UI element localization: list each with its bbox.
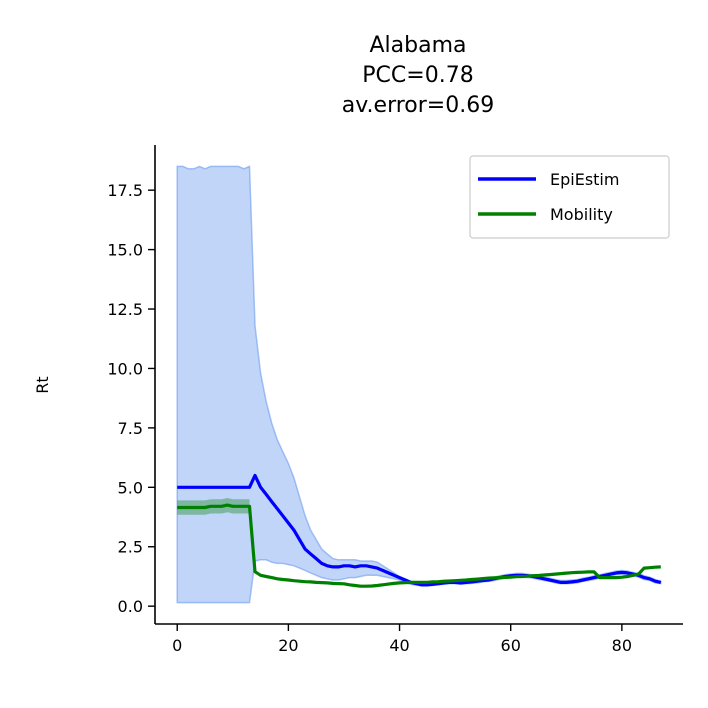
chart-title: Alabama PCC=0.78 av.error=0.69 xyxy=(342,33,494,118)
legend: EpiEstim Mobility xyxy=(469,155,670,239)
y-tick-label: 10.0 xyxy=(107,359,143,378)
x-tick-label: 60 xyxy=(501,636,521,655)
y-tick-label: 5.0 xyxy=(118,478,143,497)
plot-area xyxy=(176,165,662,604)
y-tick-label: 15.0 xyxy=(107,241,143,260)
series-line-epiestim xyxy=(177,473,662,587)
y-tick-label: 17.5 xyxy=(107,181,143,200)
x-tick-label: 0 xyxy=(172,636,182,655)
epiestim-confidence-band xyxy=(176,165,662,604)
axes: 0 20 40 60 80 0.0 2.5 5.0 7.5 10.0 12.5 15.0 17.5 xyxy=(107,145,683,655)
y-tick-label: 2.5 xyxy=(118,538,143,557)
y-axis-label: Rt xyxy=(33,376,52,393)
x-tick-label: 20 xyxy=(278,636,298,655)
y-tick-label: 12.5 xyxy=(107,300,143,319)
x-tick-label: 40 xyxy=(389,636,409,655)
legend-label-epiestim: EpiEstim xyxy=(550,170,619,189)
chart-title-line-2: PCC=0.78 xyxy=(362,63,473,88)
chart-title-line-1: Alabama xyxy=(369,33,466,58)
legend-frame xyxy=(469,155,670,239)
legend-label-mobility: Mobility xyxy=(550,205,613,224)
series-line-mobility xyxy=(177,503,661,588)
chart-title-line-3: av.error=0.69 xyxy=(342,93,494,118)
y-tick-label: 7.5 xyxy=(118,419,143,438)
x-tick-label: 80 xyxy=(612,636,632,655)
y-tick-label: 0.0 xyxy=(118,597,143,616)
